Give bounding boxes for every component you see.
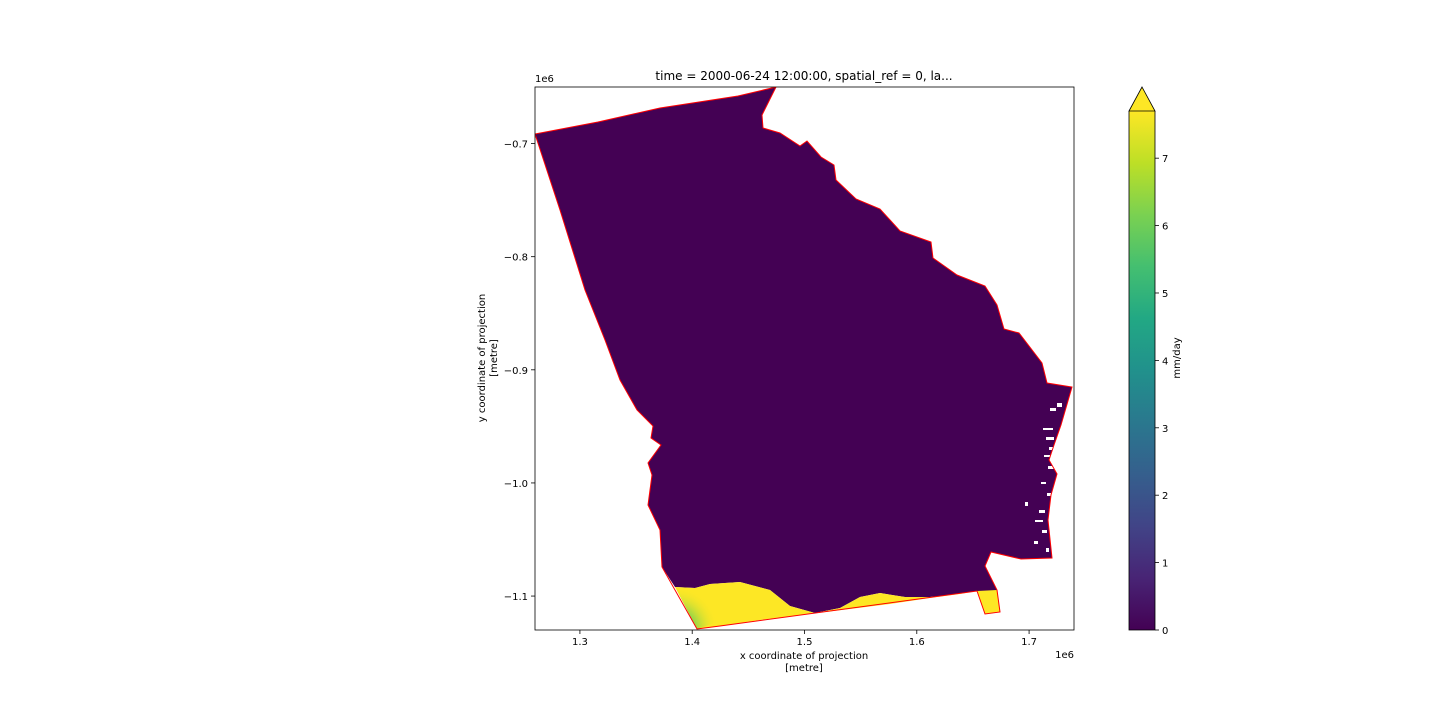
colorbar-gradient [1129, 111, 1155, 630]
x-offset-label: 1e6 [1055, 650, 1074, 661]
colorbar-tick-label: 1 [1162, 559, 1168, 570]
x-tick-label: 1.6 [909, 637, 925, 648]
colorbar-tick-label: 2 [1162, 491, 1168, 502]
state-outline [535, 87, 1073, 630]
y-offset-label: 1e6 [535, 74, 554, 85]
colorbar-tick-label: 4 [1162, 356, 1168, 367]
x-tick-label: 1.7 [1021, 637, 1037, 648]
colorbar-tick-label: 5 [1162, 289, 1168, 300]
colorbar-tick-label: 0 [1162, 626, 1168, 637]
colorbar: 0 1 2 3 4 5 6 7 mm/day [1128, 86, 1183, 637]
y-tick-label: −0.9 [504, 366, 528, 377]
map-raster [535, 87, 1073, 630]
colorbar-extend-max [1128, 86, 1156, 112]
y-tick-label: −1.0 [504, 479, 528, 490]
x-axis-label: x coordinate of projection [740, 651, 868, 662]
x-tick-label: 1.5 [797, 637, 813, 648]
state-fill [535, 87, 1072, 614]
y-tick-label: −0.7 [504, 140, 528, 151]
y-axis-unit: [metre] [489, 339, 500, 377]
coastal-nodata [1025, 403, 1062, 552]
colorbar-tick-label: 3 [1162, 424, 1168, 435]
chart-title: time = 2000-06-24 12:00:00, spatial_ref … [655, 69, 952, 83]
southeast-yellow-patch [977, 590, 1000, 614]
colorbar-label: mm/day [1172, 337, 1183, 378]
colorbar-ticks: 0 1 2 3 4 5 6 7 [1155, 154, 1168, 637]
colorbar-frame [1128, 111, 1156, 631]
colorbar-tick-label: 7 [1162, 154, 1168, 165]
x-tick-label: 1.3 [572, 637, 588, 648]
x-tick-label: 1.4 [684, 637, 700, 648]
southwest-green-patch [675, 587, 718, 629]
y-tick-label: −1.1 [504, 592, 528, 603]
colorbar-tick-label: 6 [1162, 222, 1168, 233]
y-axis: −0.7 −0.8 −0.9 −1.0 −1.1 [504, 140, 535, 603]
x-axis-unit: [metre] [785, 663, 823, 674]
y-axis-label: y coordinate of projection [477, 294, 488, 422]
y-tick-label: −0.8 [504, 253, 528, 264]
southern-band [675, 582, 977, 629]
x-axis: 1.3 1.4 1.5 1.6 1.7 [572, 630, 1037, 648]
